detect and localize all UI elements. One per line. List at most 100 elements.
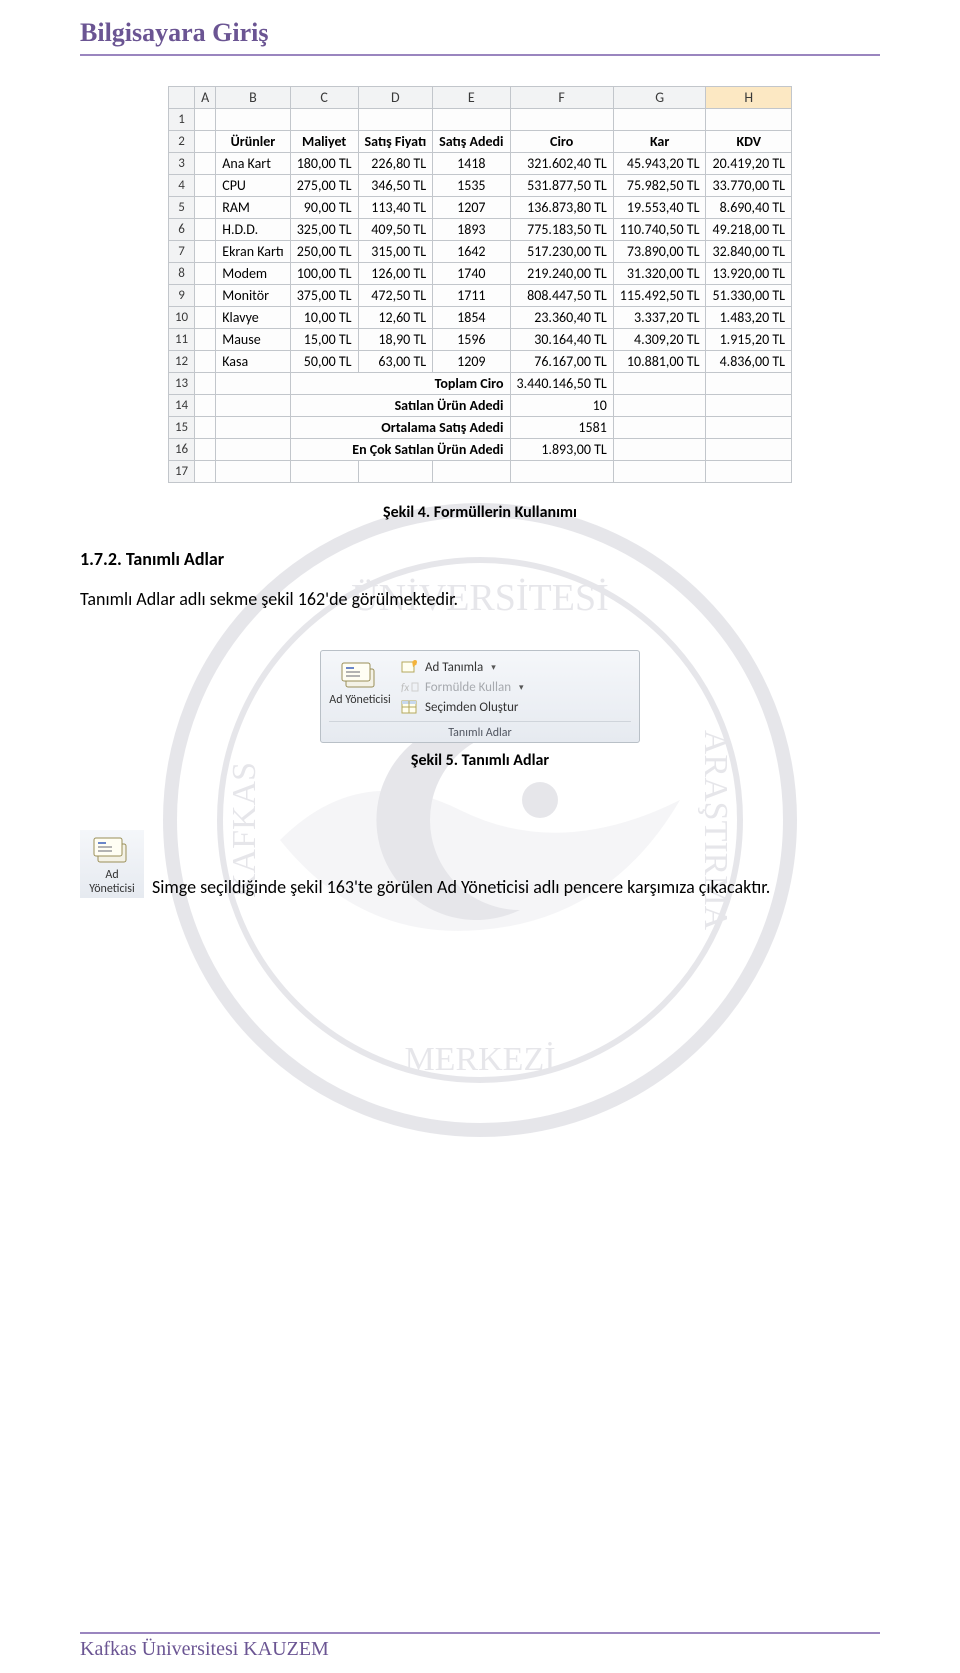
cell[interactable]: 90,00 TL [290,197,358,219]
cell-product[interactable]: RAM [216,197,290,219]
summary-label[interactable]: Toplam Ciro [290,373,510,395]
cell-product[interactable]: CPU [216,175,290,197]
cell[interactable] [195,175,216,197]
cell-product[interactable]: Monitör [216,285,290,307]
cell[interactable]: 63,00 TL [358,351,433,373]
cell[interactable] [195,197,216,219]
cell[interactable]: 517.230,00 TL [510,241,613,263]
cell[interactable] [706,461,792,483]
cell[interactable]: 1207 [433,197,510,219]
summary-label[interactable]: Ortalama Satış Adedi [290,417,510,439]
row-header-5[interactable]: 5 [168,197,194,219]
cell[interactable] [216,417,290,439]
cell[interactable]: 10,00 TL [290,307,358,329]
row-header-15[interactable]: 15 [168,417,194,439]
cell-header[interactable]: Satış Adedi [433,131,510,153]
cell[interactable]: 1893 [433,219,510,241]
cell[interactable] [358,109,433,131]
cell[interactable]: 4.836,00 TL [706,351,792,373]
cell[interactable]: 1418 [433,153,510,175]
cell[interactable]: 31.320,00 TL [613,263,706,285]
cell[interactable]: 1740 [433,263,510,285]
cell[interactable] [195,109,216,131]
cell[interactable] [195,131,216,153]
cell-header[interactable]: Satış Fiyatı [358,131,433,153]
cell[interactable]: 32.840,00 TL [706,241,792,263]
cell[interactable]: 531.877,50 TL [510,175,613,197]
row-header-1[interactable]: 1 [168,109,194,131]
cell[interactable]: 3.337,20 TL [613,307,706,329]
cell[interactable]: 375,00 TL [290,285,358,307]
cell[interactable] [195,263,216,285]
define-name-button[interactable]: Ad Tanımla ▾ [401,657,631,677]
cell[interactable] [706,439,792,461]
cell[interactable]: 8.690,40 TL [706,197,792,219]
cell[interactable]: 20.419,20 TL [706,153,792,175]
cell[interactable] [216,439,290,461]
summary-label[interactable]: En Çok Satılan Ürün Adedi [290,439,510,461]
cell[interactable]: 136.873,80 TL [510,197,613,219]
cell[interactable] [195,153,216,175]
cell[interactable]: 775.183,50 TL [510,219,613,241]
row-header-2[interactable]: 2 [168,131,194,153]
cell[interactable]: 1642 [433,241,510,263]
cell[interactable]: 321.602,40 TL [510,153,613,175]
cell[interactable]: 808.447,50 TL [510,285,613,307]
summary-value[interactable]: 3.440.146,50 TL [510,373,613,395]
cell-product[interactable]: Mause [216,329,290,351]
cell[interactable]: 113,40 TL [358,197,433,219]
cell[interactable] [613,373,706,395]
cell[interactable] [510,461,613,483]
cell-product[interactable]: Ekran Kartı [216,241,290,263]
col-header-G[interactable]: G [613,87,706,109]
row-header-12[interactable]: 12 [168,351,194,373]
cell[interactable]: 126,00 TL [358,263,433,285]
cell[interactable] [216,395,290,417]
cell[interactable]: 1.483,20 TL [706,307,792,329]
row-header-7[interactable]: 7 [168,241,194,263]
cell[interactable] [195,373,216,395]
cell[interactable]: 75.982,50 TL [613,175,706,197]
cell[interactable]: 472,50 TL [358,285,433,307]
cell[interactable] [706,373,792,395]
cell[interactable]: 76.167,00 TL [510,351,613,373]
col-header-H[interactable]: H [706,87,792,109]
cell[interactable] [358,461,433,483]
cell-product[interactable]: H.D.D. [216,219,290,241]
cell[interactable]: 219.240,00 TL [510,263,613,285]
cell[interactable]: 18,90 TL [358,329,433,351]
cell[interactable]: 49.218,00 TL [706,219,792,241]
cell[interactable]: 115.492,50 TL [613,285,706,307]
cell[interactable]: 275,00 TL [290,175,358,197]
row-header-13[interactable]: 13 [168,373,194,395]
sheet-corner[interactable] [168,87,194,109]
cell[interactable] [216,109,290,131]
cell-product[interactable]: Modem [216,263,290,285]
cell[interactable]: 1711 [433,285,510,307]
cell-header[interactable]: Ciro [510,131,613,153]
cell[interactable]: 325,00 TL [290,219,358,241]
cell-product[interactable]: Kasa [216,351,290,373]
cell[interactable]: 13.920,00 TL [706,263,792,285]
name-manager-button[interactable]: Ad Yöneticisi [329,657,391,717]
cell[interactable] [195,241,216,263]
cell-header[interactable]: Maliyet [290,131,358,153]
cell[interactable] [290,461,358,483]
cell[interactable] [706,417,792,439]
row-header-10[interactable]: 10 [168,307,194,329]
cell[interactable]: 51.330,00 TL [706,285,792,307]
summary-value[interactable]: 1581 [510,417,613,439]
col-header-B[interactable]: B [216,87,290,109]
cell[interactable] [613,109,706,131]
col-header-E[interactable]: E [433,87,510,109]
cell[interactable] [613,417,706,439]
cell[interactable]: 100,00 TL [290,263,358,285]
cell[interactable] [195,307,216,329]
cell[interactable] [195,417,216,439]
cell[interactable] [613,395,706,417]
cell-header[interactable]: Kar [613,131,706,153]
cell[interactable] [195,461,216,483]
cell[interactable] [216,373,290,395]
cell[interactable]: 1.915,20 TL [706,329,792,351]
cell[interactable] [216,461,290,483]
